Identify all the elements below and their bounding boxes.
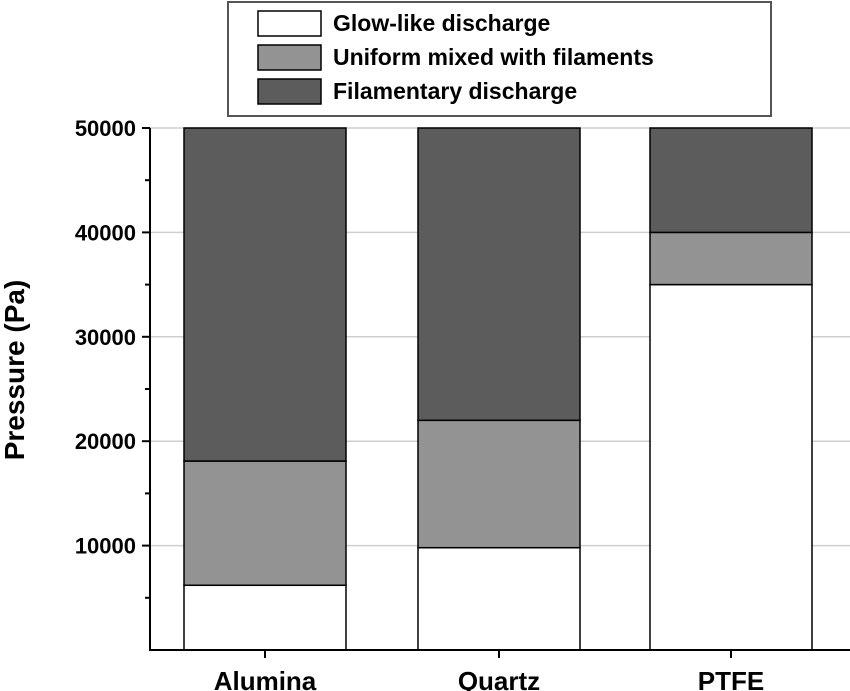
legend: Glow-like discharge Uniform mixed with fi… xyxy=(227,1,772,117)
bar-segment-quartz-1 xyxy=(417,546,581,651)
bar-segment-quartz-3 xyxy=(417,127,581,422)
y-ticks: 10000 20000 30000 40000 50000 xyxy=(75,116,150,599)
y-tick-label: 30000 xyxy=(75,325,136,350)
x-tick-label: PTFE xyxy=(698,666,764,691)
bar-segment-quartz-2 xyxy=(417,419,581,549)
x-tick-label: Quartz xyxy=(458,666,540,691)
bar-segment-ptfe-1 xyxy=(649,283,813,651)
bars xyxy=(183,127,813,651)
y-tick-label: 40000 xyxy=(75,220,136,245)
y-tick-label: 50000 xyxy=(75,116,136,141)
legend-label: Filamentary discharge xyxy=(333,78,577,104)
legend-swatch xyxy=(257,44,322,71)
y-tick-label: 10000 xyxy=(75,534,136,559)
legend-label: Glow-like discharge xyxy=(333,10,550,36)
y-tick-label: 20000 xyxy=(75,429,136,454)
legend-swatch xyxy=(257,10,322,37)
bar-segment-alumina-1 xyxy=(183,584,347,651)
bar-segment-ptfe-2 xyxy=(649,231,813,286)
bar-segment-alumina-2 xyxy=(183,460,347,587)
x-tick-label: Alumina xyxy=(214,666,317,691)
y-axis-label: Pressure (Pa) xyxy=(0,280,30,461)
category-labels: Alumina Quartz PTFE xyxy=(214,650,764,691)
bar-segment-ptfe-3 xyxy=(649,127,813,234)
bar-segment-alumina-3 xyxy=(183,127,347,462)
legend-swatch xyxy=(257,78,322,105)
legend-label: Uniform mixed with filaments xyxy=(333,44,654,70)
